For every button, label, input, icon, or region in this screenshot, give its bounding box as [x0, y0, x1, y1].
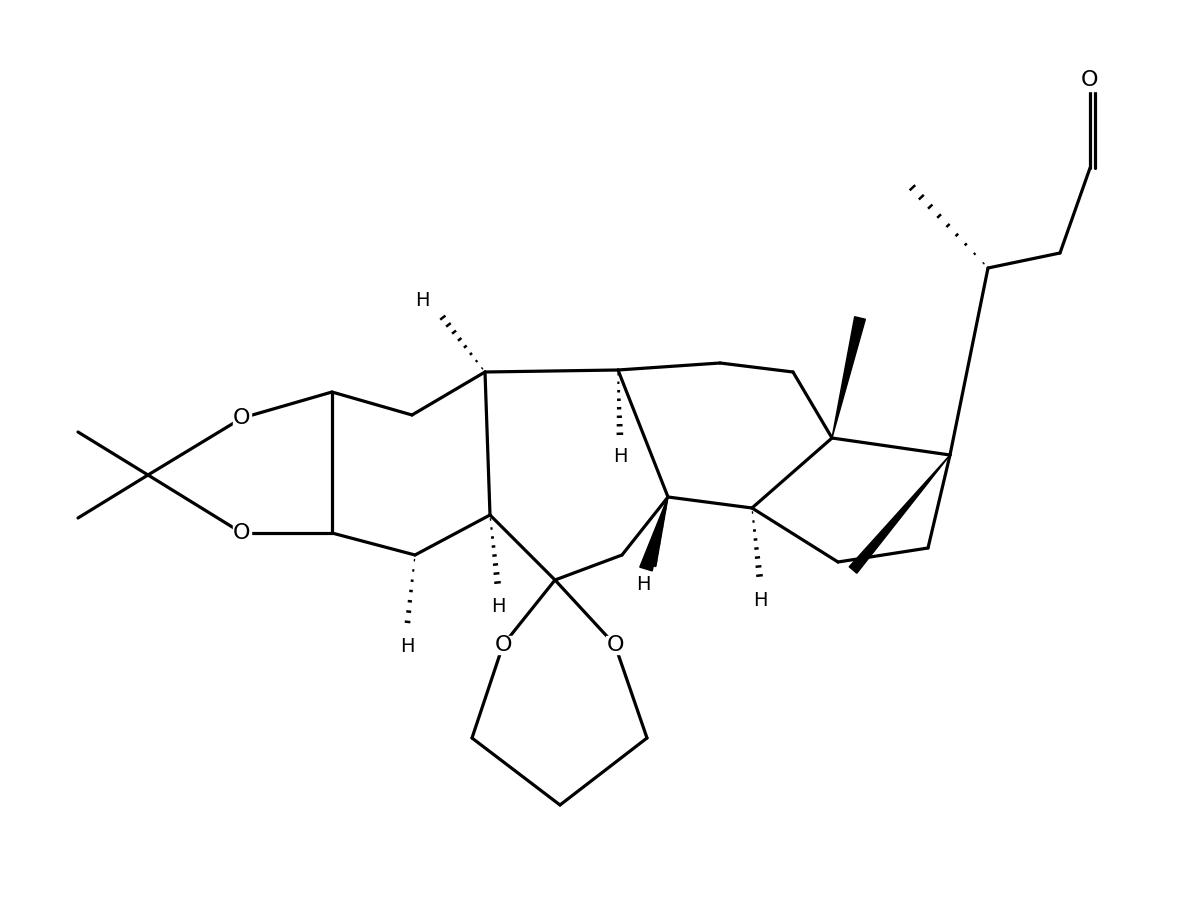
Text: H: H: [612, 448, 627, 466]
Text: O: O: [234, 523, 250, 543]
Polygon shape: [832, 317, 865, 438]
Text: H: H: [753, 591, 767, 609]
Text: H: H: [636, 574, 650, 594]
Text: H: H: [400, 638, 414, 657]
Text: O: O: [494, 635, 512, 655]
Polygon shape: [849, 455, 950, 573]
Polygon shape: [645, 497, 668, 566]
Text: O: O: [1081, 70, 1099, 90]
Bar: [233, 524, 250, 542]
Polygon shape: [832, 438, 950, 455]
Bar: [494, 636, 512, 654]
Text: O: O: [607, 635, 623, 655]
Bar: [233, 409, 250, 427]
Bar: [1079, 69, 1102, 91]
Text: H: H: [414, 290, 430, 310]
Bar: [607, 636, 624, 654]
Text: O: O: [234, 408, 250, 428]
Polygon shape: [640, 497, 668, 571]
Text: H: H: [490, 597, 506, 616]
